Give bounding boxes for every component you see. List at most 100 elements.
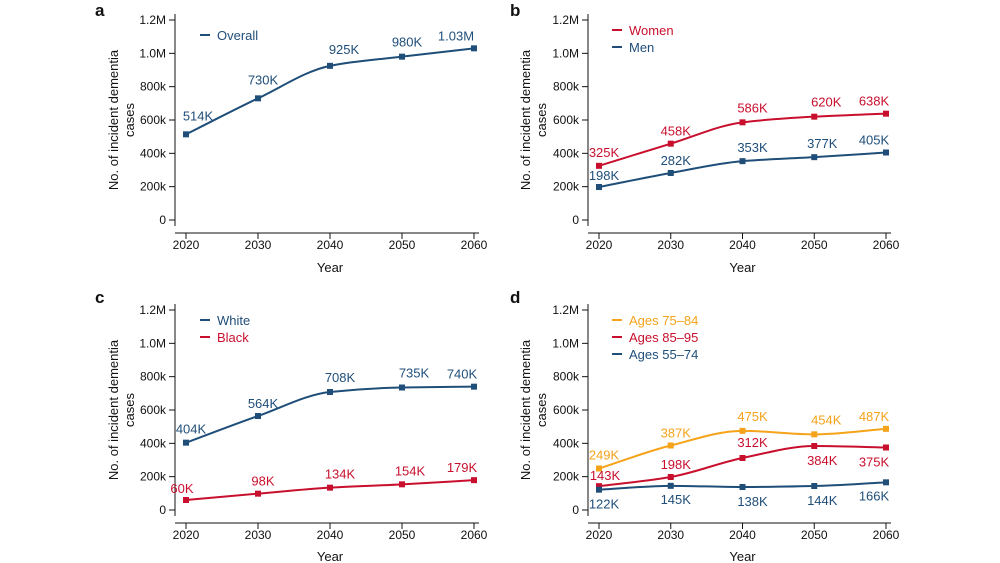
legend-label: Ages 55–74 <box>629 347 698 362</box>
data-point <box>596 483 602 490</box>
data-point <box>883 479 889 486</box>
data-point <box>596 465 602 472</box>
legend-label: Overall <box>217 28 258 43</box>
data-point <box>255 95 261 102</box>
x-tick-label: 2050 <box>389 238 416 252</box>
data-label: 249K <box>589 448 620 463</box>
panel-a: a 0 200k 400k 600k 800k 1.0M 1.2M 2020 2030 2040 20… <box>95 1 488 275</box>
panel-b: b 0 200k 400k 600k 800k 1.0M 1.2M 2020 2030 2040 20… <box>510 1 900 275</box>
y-tick-label: 0 <box>572 213 579 227</box>
x-tick-label: 2060 <box>461 528 488 542</box>
y-axis-title-line: cases <box>534 393 549 427</box>
y-tick-label: 400k <box>140 146 167 160</box>
data-point <box>883 444 889 451</box>
data-point <box>739 427 746 434</box>
y-tick-label: 200k <box>140 180 167 194</box>
x-tick-label: 2020 <box>173 238 200 252</box>
y-tick-label: 600k <box>553 113 580 127</box>
y-tick-label: 1.2M <box>552 13 579 27</box>
data-label: 312K <box>737 435 768 450</box>
series-d-0: 249K 387K 475K 454K 487K <box>589 409 890 472</box>
y-axis-title-line: cases <box>122 393 137 427</box>
data-label: 735K <box>399 366 430 381</box>
data-label: 375K <box>859 455 890 470</box>
x-tick-label: 2040 <box>729 528 756 542</box>
x-axis-title: Year <box>729 260 756 275</box>
legend-label: Ages 85–95 <box>629 330 698 345</box>
data-label: 730K <box>248 72 279 87</box>
data-label: 405K <box>859 133 890 148</box>
y-axis-title-line: cases <box>534 103 549 137</box>
data-label: 980K <box>392 35 423 50</box>
series-a-0: 514K 730K 925K 980K 1.03M <box>183 28 477 138</box>
series-b-1: 198K 282K 353K 377K 405K <box>589 133 890 190</box>
x-tick-label: 2050 <box>389 528 416 542</box>
data-label: 122K <box>589 497 620 512</box>
y-tick-label: 0 <box>159 213 166 227</box>
data-point <box>739 119 746 126</box>
data-label: 708K <box>325 370 356 385</box>
data-label: 154K <box>395 463 426 478</box>
data-label: 60K <box>170 481 193 496</box>
y-axis-title: No. of incident dementiacases <box>106 339 137 480</box>
data-label: 134K <box>325 467 356 482</box>
data-point <box>811 154 818 161</box>
x-tick-label: 2060 <box>873 238 900 252</box>
x-tick-label: 2030 <box>657 238 684 252</box>
panel-letter-a: a <box>95 1 105 20</box>
panel-letter-b: b <box>510 1 520 20</box>
x-tick-label: 2020 <box>173 528 200 542</box>
data-label: 143K <box>590 468 621 483</box>
y-tick-label: 1.0M <box>552 46 579 60</box>
y-tick-label: 400k <box>140 436 167 450</box>
y-tick-label: 1.2M <box>552 303 579 317</box>
series-line <box>185 385 475 444</box>
x-tick-label: 2060 <box>873 528 900 542</box>
data-point <box>739 455 746 461</box>
data-point <box>255 490 261 497</box>
data-point <box>811 113 818 120</box>
y-axis-title-line: No. of incident dementia <box>106 339 121 480</box>
data-label: 145K <box>661 492 692 507</box>
y-axis-title-line: No. of incident dementia <box>518 339 533 480</box>
x-axis-title: Year <box>317 549 344 563</box>
series-b-0: 325K 458K 586K 620K 638K <box>589 94 890 169</box>
y-tick-label: 600k <box>140 403 167 417</box>
x-tick-label: 2060 <box>461 238 488 252</box>
y-axis-title-line: cases <box>122 103 137 137</box>
data-label: 166K <box>859 488 890 503</box>
y-tick-label: 200k <box>140 470 167 484</box>
y-tick-label: 200k <box>553 470 580 484</box>
y-axis-title-line: No. of incident dementia <box>106 49 121 190</box>
data-point <box>811 443 818 449</box>
x-tick-label: 2030 <box>245 528 272 542</box>
legend-label: Ages 75–84 <box>629 313 698 328</box>
x-tick-label: 2030 <box>245 238 272 252</box>
data-label: 353K <box>737 140 768 155</box>
data-label: 282K <box>661 153 692 168</box>
series-d-1: 143K 198K 312K 384K 375K <box>590 435 890 490</box>
data-point <box>667 442 674 449</box>
data-label: 198K <box>589 168 620 183</box>
y-tick-label: 0 <box>572 503 579 517</box>
data-label: 377K <box>807 136 838 151</box>
x-tick-label: 2040 <box>729 238 756 252</box>
x-tick-label: 2040 <box>317 528 344 542</box>
series-line <box>598 444 887 488</box>
panel-letter-c: c <box>95 288 104 307</box>
data-point <box>883 110 889 117</box>
y-tick-label: 400k <box>553 146 580 160</box>
y-tick-label: 0 <box>159 503 166 517</box>
x-tick-label: 2050 <box>801 238 828 252</box>
y-tick-label: 800k <box>553 80 580 94</box>
data-point <box>399 53 405 60</box>
data-point <box>811 431 818 438</box>
data-label: 586K <box>737 100 768 115</box>
data-point <box>327 389 333 395</box>
series-d-2: 122K 145K 138K 144K 166K <box>589 479 890 512</box>
data-point <box>596 162 602 169</box>
y-tick-label: 1.2M <box>139 303 166 317</box>
data-point <box>667 474 674 480</box>
data-label: 384K <box>807 453 838 468</box>
